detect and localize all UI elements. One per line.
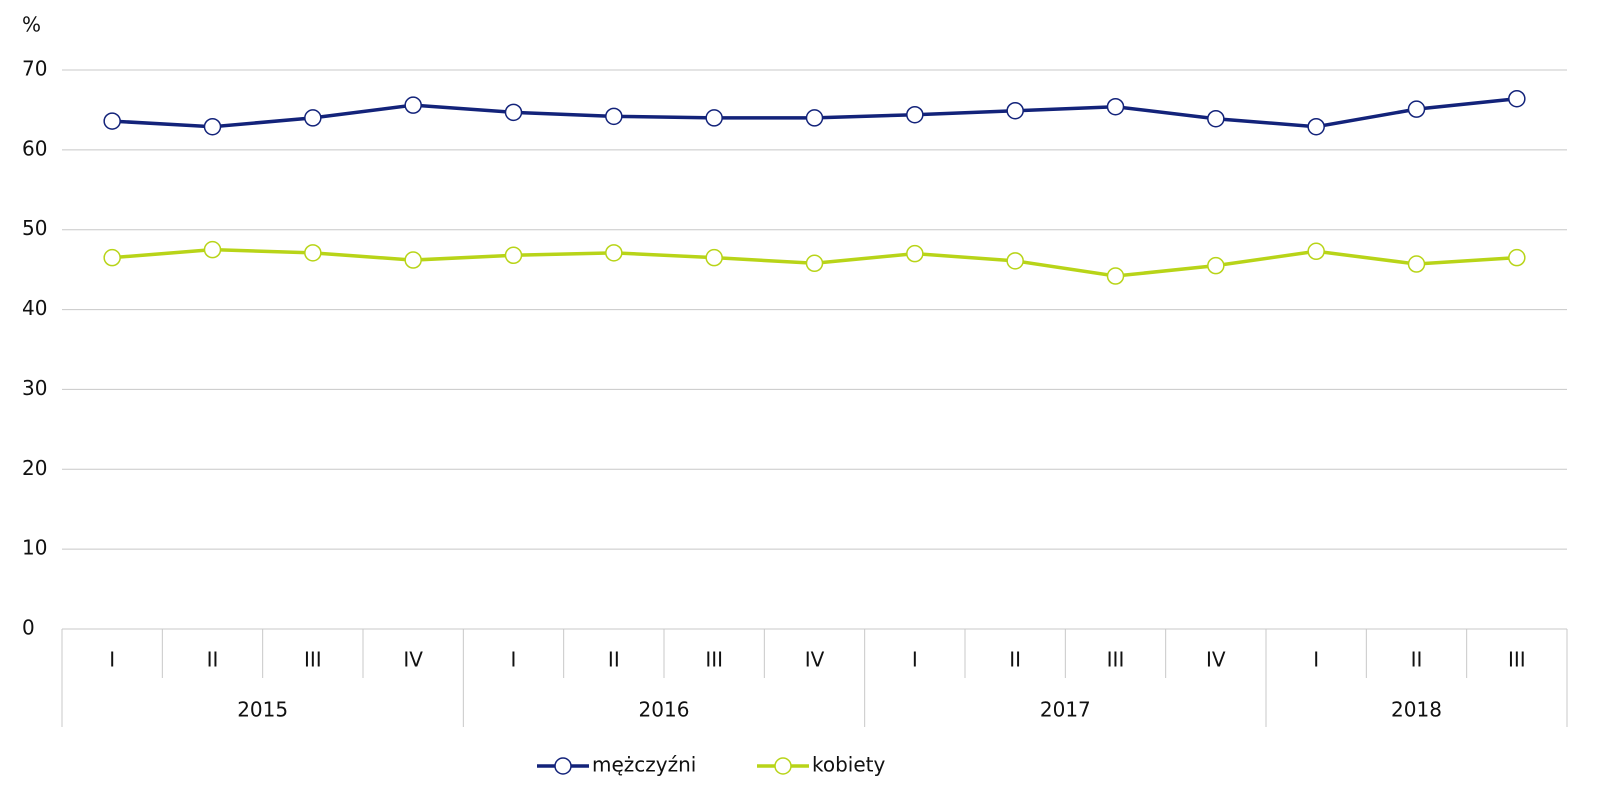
marker: [1508, 89, 1526, 108]
marker: [504, 103, 523, 122]
marker: [705, 109, 723, 127]
y-tick-label: 0: [22, 616, 35, 640]
marker: [203, 240, 222, 259]
x-tick-label: IV: [1206, 648, 1226, 672]
marker: [805, 254, 824, 273]
y-tick-label: 50: [22, 216, 47, 240]
x-group-label: 2017: [1040, 698, 1091, 722]
marker: [605, 107, 623, 126]
y-tick-label: 70: [22, 57, 47, 81]
marker: [1207, 109, 1225, 128]
marker: [1508, 248, 1526, 267]
marker: [1307, 242, 1325, 261]
x-tick-label: I: [511, 648, 517, 672]
marker: [103, 112, 121, 130]
marker: [304, 109, 322, 127]
y-tick-label: 10: [22, 536, 47, 560]
marker: [805, 109, 824, 127]
y-tick-label: 20: [22, 456, 47, 480]
y-tick-label: 60: [22, 136, 47, 160]
marker: [605, 244, 623, 262]
x-group-label: 2018: [1391, 698, 1442, 722]
marker: [1006, 252, 1024, 270]
x-tick-label: II: [1411, 648, 1423, 672]
x-tick-label: III: [304, 648, 322, 672]
marker: [304, 244, 322, 262]
marker: [1006, 101, 1024, 120]
marker: [705, 248, 723, 267]
x-tick-label: II: [608, 648, 620, 672]
y-axis-label: %: [22, 13, 41, 37]
x-tick-label: I: [1313, 648, 1319, 672]
legend-label: kobiety: [812, 753, 886, 777]
marker: [1106, 97, 1125, 116]
marker: [1407, 255, 1426, 273]
y-tick-label: 30: [22, 376, 47, 400]
legend-marker: [774, 757, 792, 775]
marker: [1207, 256, 1225, 275]
marker: [203, 117, 222, 136]
x-tick-label: III: [1107, 648, 1125, 672]
x-tick-label: I: [912, 648, 918, 672]
marker: [906, 105, 924, 124]
legend-marker: [554, 757, 572, 775]
marker: [404, 251, 422, 269]
x-tick-label: IV: [403, 648, 423, 672]
marker: [404, 96, 422, 114]
marker: [103, 248, 121, 267]
marker: [504, 246, 523, 265]
marker: [1407, 100, 1426, 118]
x-tick-label: II: [207, 648, 219, 672]
y-tick-label: 40: [22, 296, 47, 320]
x-group-label: 2016: [639, 698, 690, 722]
x-tick-label: IV: [805, 648, 825, 672]
x-tick-label: III: [1508, 648, 1526, 672]
x-group-label: 2015: [237, 698, 288, 722]
marker: [1307, 117, 1325, 136]
legend-label: mężczyźni: [592, 753, 696, 777]
x-tick-label: I: [109, 648, 115, 672]
marker: [1106, 267, 1125, 285]
marker: [906, 244, 924, 263]
x-tick-label: II: [1009, 648, 1021, 672]
x-tick-label: III: [705, 648, 723, 672]
